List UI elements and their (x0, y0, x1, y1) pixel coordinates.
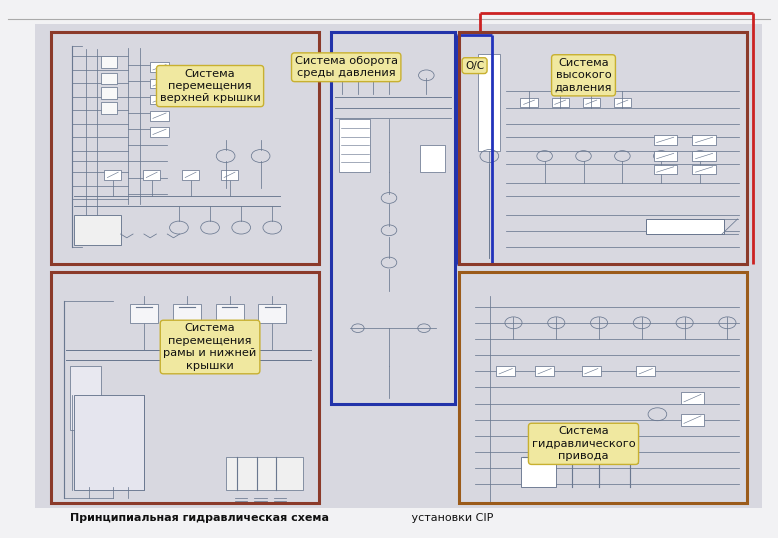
Bar (420, 145, 445, 172)
Bar (552, 98, 569, 107)
Bar (535, 366, 554, 376)
Bar (583, 98, 600, 107)
Bar (521, 457, 556, 487)
Bar (149, 127, 169, 137)
Bar (496, 366, 516, 376)
Bar (258, 304, 286, 323)
Bar (143, 170, 160, 180)
Bar (216, 304, 244, 323)
Text: Система
перемещения
верхней крышки: Система перемещения верхней крышки (159, 69, 261, 103)
Bar (149, 62, 169, 72)
Text: Система оборота
среды давления: Система оборота среды давления (295, 56, 398, 79)
Bar (654, 135, 677, 145)
Bar (149, 79, 169, 88)
Bar (74, 395, 144, 490)
Bar (70, 366, 101, 430)
Bar (104, 170, 121, 180)
Bar (221, 170, 238, 180)
Bar (130, 304, 158, 323)
Bar (101, 102, 117, 114)
Bar (101, 56, 117, 68)
Bar (692, 165, 716, 174)
Bar (646, 219, 724, 234)
Bar (149, 111, 169, 121)
Text: О/С: О/С (465, 61, 484, 70)
Bar (101, 73, 117, 84)
Bar (692, 135, 716, 145)
Text: Система
высокого
давления: Система высокого давления (555, 58, 612, 93)
Text: Система
перемещения
рамы и нижней
крышки: Система перемещения рамы и нижней крышки (163, 323, 257, 371)
Bar (681, 414, 704, 426)
Text: установки СIР: установки СIР (408, 513, 493, 522)
Bar (101, 87, 117, 99)
Bar (692, 151, 716, 161)
Bar (74, 215, 121, 245)
Bar (654, 165, 677, 174)
Text: Принципиальная гидравлическая схема: Принципиальная гидравлическая схема (70, 513, 329, 522)
Bar (478, 54, 500, 151)
Bar (339, 119, 370, 172)
Bar (681, 392, 704, 404)
Bar (173, 304, 201, 323)
Bar (226, 457, 303, 490)
Bar (182, 170, 199, 180)
Bar (614, 98, 631, 107)
Text: Система
гидравлического
привода: Система гидравлического привода (531, 427, 636, 461)
Bar (520, 98, 538, 107)
Bar (636, 366, 655, 376)
Bar (582, 366, 601, 376)
Bar (654, 151, 677, 161)
Bar (149, 95, 169, 104)
